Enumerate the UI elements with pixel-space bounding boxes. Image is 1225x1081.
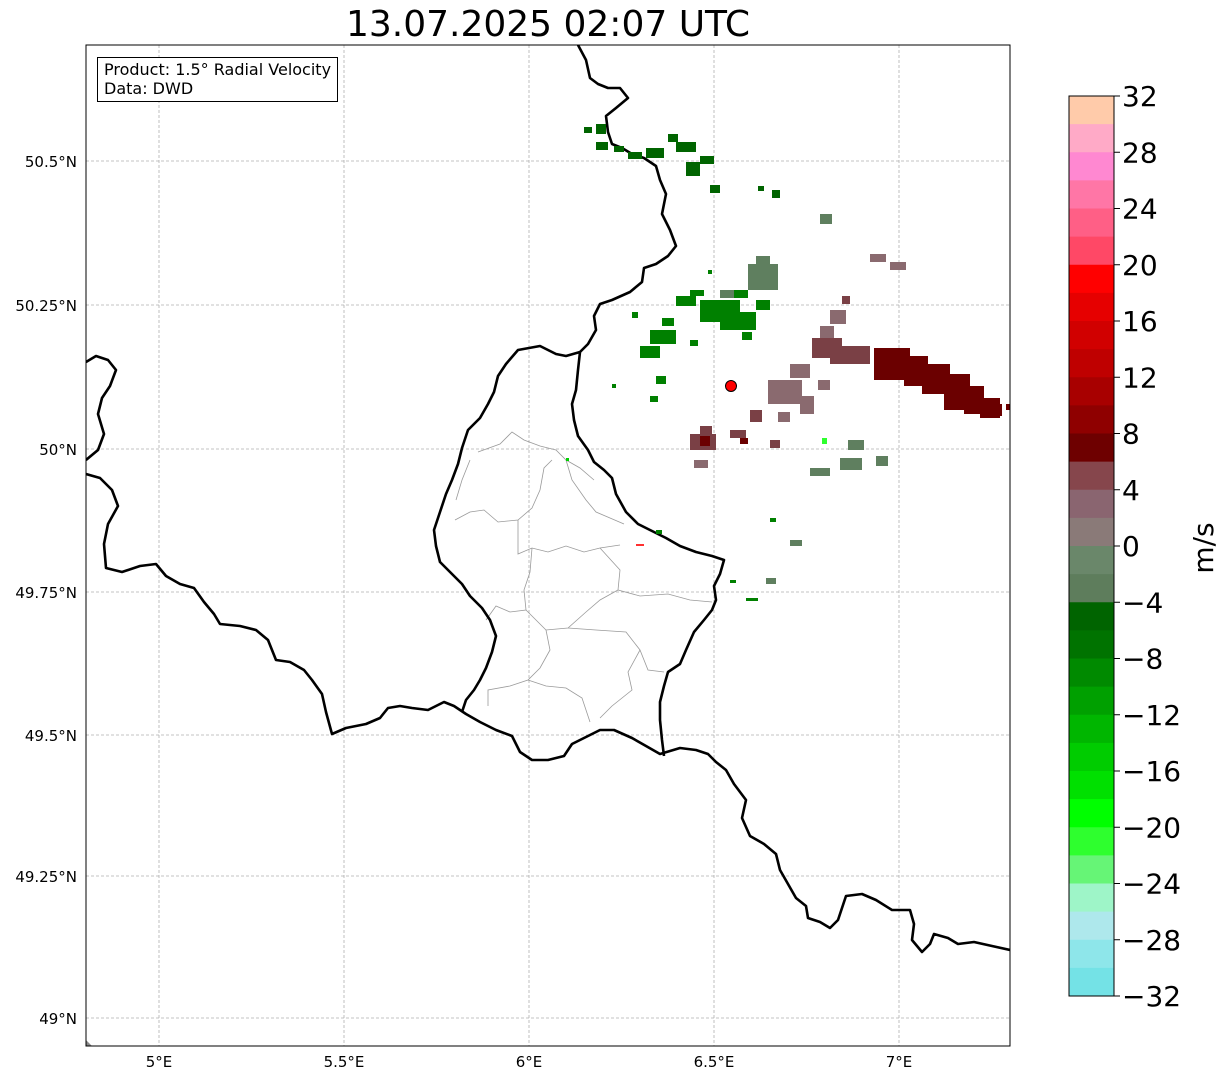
district-boundaries <box>454 431 713 723</box>
colorbar-segment <box>1069 714 1114 744</box>
colorbar-tick-label: 16 <box>1122 305 1158 338</box>
colorbar-segment <box>1069 152 1114 181</box>
lon-tick-label: 6°E <box>516 1053 543 1071</box>
colorbar-segment <box>1069 574 1114 603</box>
colorbar-tick-label: −12 <box>1122 699 1181 732</box>
colorbar-tick-label: −28 <box>1122 924 1181 957</box>
country-borders <box>86 45 1010 954</box>
radar-site-marker <box>725 380 737 392</box>
colorbar-segment <box>1069 602 1114 631</box>
colorbar: 32 28 24 20 16 12 8 4 0 −4 −8 −12 −16 −20 −24 −28 −32 <box>1068 80 1181 1013</box>
colorbar-segment <box>1069 855 1114 884</box>
longitude-tick-labels: 5°E 5.5°E 6°E 6.5°E 7°E <box>146 1053 913 1071</box>
colorbar-segment <box>1069 349 1114 378</box>
map-frame <box>85 44 1011 1047</box>
colorbar-segment <box>1069 517 1114 547</box>
colorbar-tick-label: 32 <box>1122 80 1158 113</box>
colorbar-tick-label: −32 <box>1122 980 1181 1013</box>
colorbar-segment <box>1069 433 1114 463</box>
lat-tick-label: 50.5°N <box>25 153 77 171</box>
colorbar-segment <box>1069 742 1114 772</box>
colorbar-segment <box>1069 630 1114 659</box>
colorbar-segment <box>1069 686 1114 716</box>
colorbar-tick-label: 12 <box>1122 361 1158 394</box>
radar-echoes <box>566 124 1010 601</box>
product-label: Product: 1.5° Radial Velocity <box>104 60 332 79</box>
colorbar-tick-label: −20 <box>1122 811 1181 844</box>
latitude-tick-labels: 50.5°N 50.25°N 50°N 49.75°N 49.5°N 49.25… <box>15 153 77 1028</box>
map-title: 13.07.2025 02:07 UTC <box>345 4 751 45</box>
colorbar-segment <box>1069 883 1114 913</box>
colorbar-tick-label: −4 <box>1122 586 1163 619</box>
info-box: Product: 1.5° Radial Velocity Data: DWD <box>97 57 339 102</box>
colorbar-tick-label: −16 <box>1122 755 1181 788</box>
colorbar-segment <box>1069 208 1114 238</box>
lon-tick-label: 6.5°E <box>694 1053 735 1071</box>
data-source-label: Data: DWD <box>104 79 194 98</box>
lat-tick-label: 49°N <box>39 1010 77 1028</box>
corner-echo <box>86 1040 92 1046</box>
colorbar-segment <box>1069 658 1114 688</box>
colorbar-tick-label: 20 <box>1122 249 1158 282</box>
gridlines <box>86 45 1010 1046</box>
lat-tick-label: 50.25°N <box>15 297 77 315</box>
lon-tick-label: 5.5°E <box>324 1053 365 1071</box>
colorbar-tick-label: 24 <box>1122 193 1158 226</box>
colorbar-segment <box>1069 405 1114 434</box>
colorbar-segment <box>1069 799 1114 828</box>
colorbar-segment <box>1069 461 1114 491</box>
colorbar-segment <box>1069 827 1114 856</box>
colorbar-segment <box>1069 124 1114 153</box>
lon-tick-label: 7°E <box>886 1053 913 1071</box>
lat-tick-label: 49.25°N <box>15 868 77 886</box>
colorbar-segment <box>1069 489 1114 519</box>
colorbar-segment <box>1069 939 1114 969</box>
lat-tick-label: 50°N <box>39 441 77 459</box>
colorbar-segment <box>1069 236 1114 266</box>
lat-tick-label: 49.75°N <box>15 584 77 602</box>
colorbar-segment <box>1069 771 1114 800</box>
colorbar-tick-label: 0 <box>1122 530 1140 563</box>
lat-tick-label: 49.5°N <box>25 727 77 745</box>
colorbar-tick-label: −8 <box>1122 643 1163 676</box>
colorbar-segment <box>1069 377 1114 406</box>
colorbar-segment <box>1069 292 1114 322</box>
colorbar-segment <box>1069 321 1114 350</box>
colorbar-segment <box>1069 911 1114 941</box>
colorbar-segment <box>1069 546 1114 575</box>
colorbar-unit-label: m/s <box>1187 522 1220 573</box>
colorbar-segment <box>1069 264 1114 294</box>
colorbar-segment <box>1069 96 1114 125</box>
colorbar-tick-label: 8 <box>1122 418 1140 451</box>
colorbar-tick-label: −24 <box>1122 868 1181 901</box>
colorbar-segment <box>1069 967 1114 997</box>
colorbar-segment <box>1069 180 1114 209</box>
map-plot-area <box>86 45 1010 1046</box>
lon-tick-label: 5°E <box>146 1053 173 1071</box>
colorbar-tick-label: 4 <box>1122 474 1140 507</box>
colorbar-tick-label: 28 <box>1122 136 1158 169</box>
